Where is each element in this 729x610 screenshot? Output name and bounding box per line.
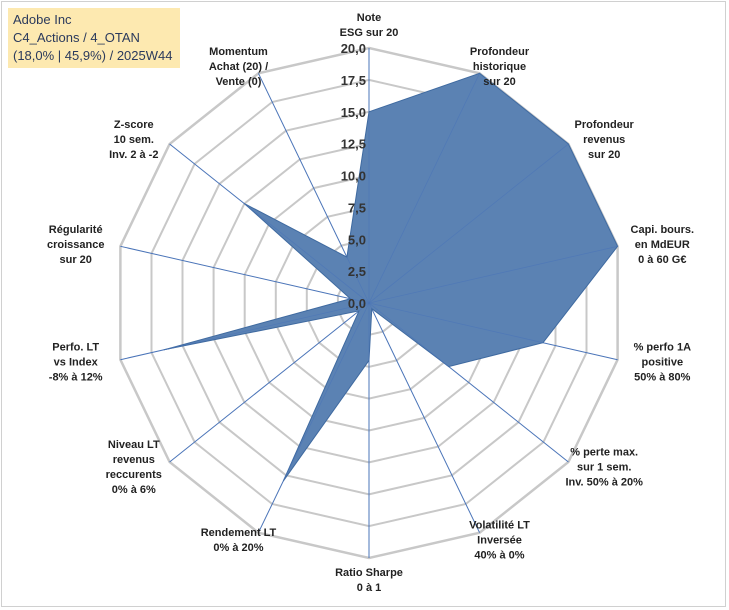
axis-label-line: 0 à 1 xyxy=(357,582,381,594)
axis-label-line: en MdEUR xyxy=(635,239,690,251)
axis-label-line: Inversée xyxy=(477,535,522,547)
axis-label: Perfo. LT vs Index -8% à 12% xyxy=(49,341,103,383)
tick-label: 10,0 xyxy=(341,169,366,184)
axis-label-line: revenus xyxy=(113,454,155,466)
axis-label: Régularité croissance sur 20 xyxy=(47,224,104,266)
axis-label: Profondeur revenus sur 20 xyxy=(575,119,635,161)
title-category: C4_Actions / 4_OTAN xyxy=(13,30,140,45)
axis-spoke-overlay xyxy=(368,302,373,309)
tick-label: 20,0 xyxy=(341,41,366,56)
axis-label-line: % perte max. xyxy=(570,447,638,459)
axis-label-line: 0% à 20% xyxy=(213,542,263,554)
axis-label-line: Niveau LT xyxy=(108,439,160,451)
axis-label-line: vs Index xyxy=(54,356,99,368)
axis-label-line: reccurents xyxy=(106,469,162,481)
axis-label: Volatilité LT Inversée 40% à 0% xyxy=(469,520,530,562)
axis-label-line: positive xyxy=(642,356,684,368)
title-box: Adobe Inc C4_Actions / 4_OTAN (18,0% | 4… xyxy=(8,8,180,68)
axis-spoke-overlay xyxy=(368,143,569,304)
axis-label-line: revenus xyxy=(583,134,625,146)
axis-label: Niveau LT revenus reccurents 0% à 6% xyxy=(106,439,162,496)
axis-label: Note ESG sur 20 xyxy=(340,12,399,39)
tick-label: 17,5 xyxy=(341,73,366,88)
axis-label-line: sur 20 xyxy=(588,149,620,161)
axis-label-line: Achat (20) / xyxy=(209,61,268,73)
axis-label-line: -8% à 12% xyxy=(49,371,103,383)
tick-label: 12,5 xyxy=(341,137,366,152)
title-company: Adobe Inc xyxy=(13,12,72,27)
title-stats: (18,0% | 45,9%) / 2025W44 xyxy=(13,48,173,63)
axis-label: Z-score 10 sem. Inv. 2 à -2 xyxy=(109,119,158,161)
axis-spoke-overlay xyxy=(163,302,370,351)
axis-label-line: 50% à 80% xyxy=(634,371,690,383)
axis-label-line: sur 1 sem. xyxy=(577,462,631,474)
tick-label: 2,5 xyxy=(348,264,366,279)
axis-spoke-overlay xyxy=(244,203,370,304)
axis-label: Capi. bours. en MdEUR 0 à 60 G€ xyxy=(631,224,695,266)
tick-label: 0,0 xyxy=(348,296,366,311)
axis-label-line: Rendement LT xyxy=(201,527,277,539)
axis-label-line: Note xyxy=(357,12,381,24)
axis-label-line: Vente (0) xyxy=(216,76,262,88)
axis-spoke-overlay xyxy=(368,302,544,344)
axis-spoke xyxy=(120,245,370,304)
axis-spoke-overlay xyxy=(358,302,370,312)
axis-label-line: Perfo. LT xyxy=(52,341,99,353)
axis-label: Momentum Achat (20) / Vente (0) xyxy=(209,46,268,88)
axis-label-line: croissance xyxy=(47,239,104,251)
axis-spoke xyxy=(368,302,481,533)
axis-label-line: Z-score xyxy=(114,119,154,131)
axis-label-line: sur 20 xyxy=(483,76,515,88)
axis-labels: Note ESG sur 20 Profondeur historique sur 20… xyxy=(47,12,694,594)
axis-label-line: Régularité xyxy=(49,224,103,236)
axis-spoke-overlay xyxy=(282,302,370,482)
tick-label: 5,0 xyxy=(348,232,366,247)
axis-label-line: sur 20 xyxy=(59,254,91,266)
axis-label: % perfo 1A positive 50% à 80% xyxy=(634,341,692,383)
axis-label-line: ESG sur 20 xyxy=(340,27,399,39)
axis-label-line: 10 sem. xyxy=(114,134,154,146)
axis-spoke-overlay xyxy=(368,302,449,367)
radar-series xyxy=(163,72,619,482)
axis-label-line: Profondeur xyxy=(575,119,635,131)
axis-label-line: Profondeur xyxy=(470,46,530,58)
axis-label-line: Volatilité LT xyxy=(469,520,530,532)
axis-label-line: Inv. 2 à -2 xyxy=(109,149,158,161)
axis-label-line: Capi. bours. xyxy=(631,224,695,236)
axis-label: % perte max. sur 1 sem. Inv. 50% à 20% xyxy=(565,447,643,489)
axis-spoke xyxy=(169,302,370,463)
axis-spoke-overlay xyxy=(368,73,480,304)
axis-spoke-overlay xyxy=(368,245,618,304)
axis-label-line: Ratio Sharpe xyxy=(335,567,403,579)
tick-label: 15,0 xyxy=(341,105,366,120)
axis-label-line: 40% à 0% xyxy=(474,550,524,562)
radial-tick-labels: 0,0 2,5 5,0 7,5 10,0 12,5 15,0 17,5 20,0 xyxy=(341,41,366,311)
axis-label: Rendement LT 0% à 20% xyxy=(201,527,277,554)
axis-label-line: 0% à 6% xyxy=(112,484,156,496)
axis-label-line: Momentum xyxy=(209,46,268,58)
axis-label: Ratio Sharpe 0 à 1 xyxy=(335,567,403,594)
axis-label-line: historique xyxy=(473,61,526,73)
tick-label: 7,5 xyxy=(348,200,366,215)
axis-spoke-overlay xyxy=(346,256,370,304)
axis-label-line: % perfo 1A xyxy=(634,341,692,353)
axis-spoke-overlay xyxy=(350,298,370,304)
axis-label: Profondeur historique sur 20 xyxy=(470,46,530,88)
axis-label-line: 0 à 60 G€ xyxy=(638,254,686,266)
axis-label-line: Inv. 50% à 20% xyxy=(565,477,643,489)
